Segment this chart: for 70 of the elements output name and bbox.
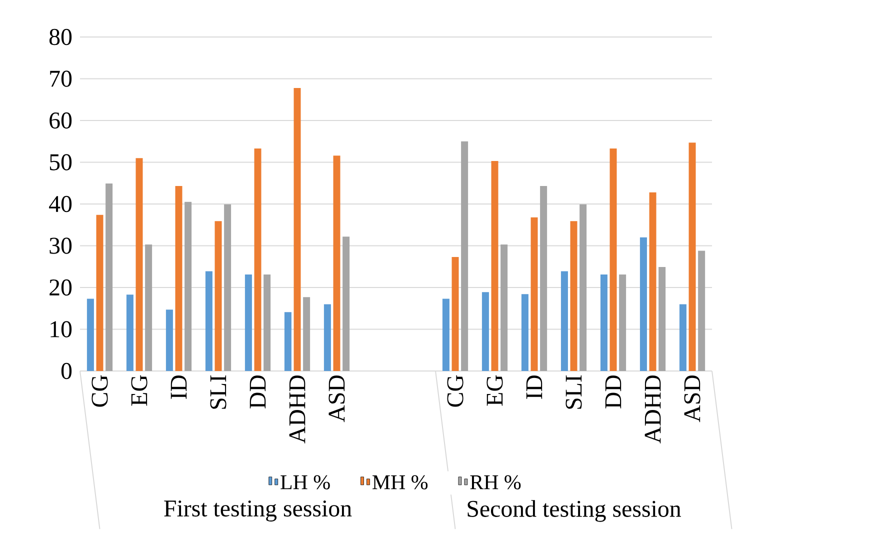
bar <box>294 88 301 371</box>
y-tick-label: 50 <box>50 154 72 170</box>
bar <box>145 244 152 371</box>
y-tick-label: 10 <box>50 321 72 338</box>
bar <box>175 186 182 371</box>
x-tick-label: ASD <box>684 375 700 422</box>
legend-label: RH % <box>470 475 521 490</box>
text: Second testing session <box>468 500 681 522</box>
bar <box>166 310 173 371</box>
bar <box>530 217 538 371</box>
bar <box>214 221 222 371</box>
x-tick-label: ID <box>526 375 542 399</box>
bar <box>284 312 292 371</box>
bar <box>679 304 686 371</box>
bar <box>560 271 568 371</box>
bar <box>500 244 508 371</box>
y-tick-label: 70 <box>50 70 72 87</box>
text: First testing session <box>164 500 352 522</box>
x-tick-label: ADHD <box>644 375 661 444</box>
bar <box>540 186 548 371</box>
y-tick-label: 0 <box>61 362 72 380</box>
bar <box>640 237 647 371</box>
bar <box>610 148 617 371</box>
bar <box>619 274 626 371</box>
bar <box>658 267 666 371</box>
bar <box>342 236 350 371</box>
y-tick-label: 60 <box>50 112 72 129</box>
x-tick-label: ASD <box>328 375 345 422</box>
y-tick-label: 40 <box>49 196 72 212</box>
bar <box>452 257 459 371</box>
bar <box>244 274 252 371</box>
x-tick-label: SLI <box>210 375 226 409</box>
x-tick-label: CG <box>92 375 108 407</box>
bar <box>184 202 192 371</box>
bar <box>461 141 468 371</box>
bar <box>324 304 331 371</box>
bar <box>600 274 608 371</box>
x-tick-label: DD <box>605 375 622 408</box>
x-tick-label: ID <box>170 375 187 399</box>
bar <box>205 271 212 371</box>
bar <box>136 158 143 371</box>
bar <box>303 297 310 371</box>
bar <box>96 214 104 371</box>
bar <box>442 298 450 371</box>
legend-label: MH % <box>372 475 428 490</box>
bar <box>688 142 696 371</box>
bar <box>224 204 232 371</box>
bar <box>106 184 113 371</box>
y-tick-label: 30 <box>50 238 72 254</box>
bar <box>570 221 578 371</box>
bar <box>126 294 134 371</box>
legend-label: LH % <box>280 475 330 490</box>
bar <box>698 250 706 371</box>
bar <box>649 192 656 371</box>
bar <box>482 292 489 371</box>
bar <box>580 204 587 371</box>
bar <box>521 294 528 371</box>
x-tick-label: EG <box>131 375 148 406</box>
x-tick-label: EG <box>486 375 503 406</box>
bar <box>264 274 271 371</box>
x-tick-label: SLI <box>566 375 582 409</box>
x-tick-label: DD <box>250 375 266 408</box>
x-tick-label: ADHD <box>289 375 306 444</box>
y-tick-label: 20 <box>50 279 72 296</box>
bar <box>86 298 94 371</box>
bar <box>333 156 340 371</box>
bar <box>491 161 498 371</box>
x-tick-label: CG <box>447 375 464 407</box>
bar <box>254 148 262 371</box>
y-tick-label: 80 <box>49 28 72 46</box>
